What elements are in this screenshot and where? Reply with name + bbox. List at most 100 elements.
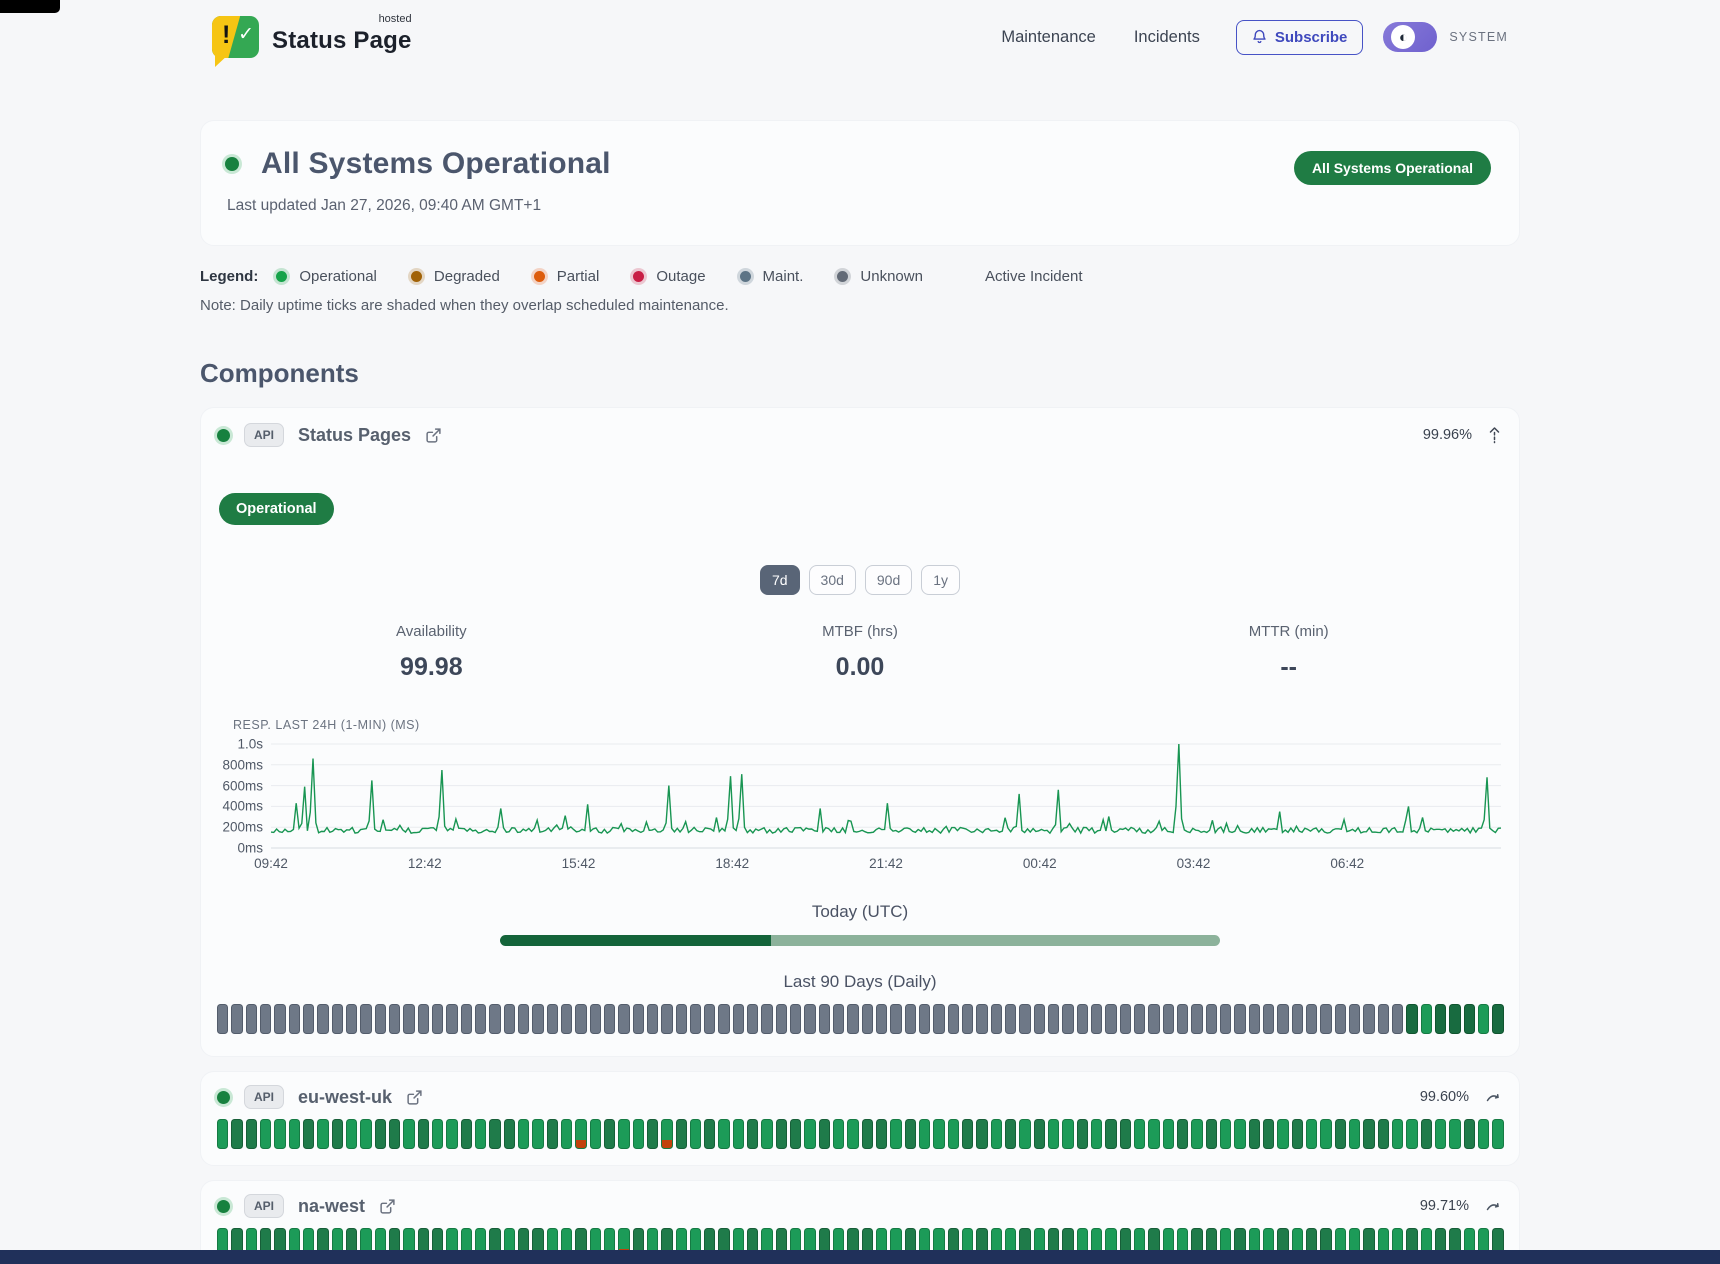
- subscribe-button[interactable]: Subscribe: [1235, 19, 1364, 55]
- uptime-tick[interactable]: [345, 1004, 358, 1034]
- uptime-tick[interactable]: [1320, 1119, 1332, 1149]
- uptime-tick[interactable]: [704, 1119, 716, 1149]
- uptime-tick[interactable]: [245, 1119, 257, 1149]
- range-button-90d[interactable]: 90d: [864, 565, 913, 595]
- uptime-tick[interactable]: [503, 1004, 515, 1034]
- uptime-tick[interactable]: [274, 1119, 286, 1149]
- uptime-tick[interactable]: [231, 1119, 243, 1149]
- collapse-button[interactable]: [1486, 425, 1503, 446]
- uptime-tick[interactable]: [1406, 1004, 1418, 1034]
- uptime-tick[interactable]: [661, 1119, 673, 1149]
- uptime-tick[interactable]: [345, 1119, 358, 1149]
- uptime-tick[interactable]: [1062, 1004, 1074, 1034]
- uptime-tick[interactable]: [947, 1119, 960, 1149]
- uptime-tick[interactable]: [460, 1004, 472, 1034]
- uptime-tick[interactable]: [1305, 1004, 1318, 1034]
- uptime-tick[interactable]: [976, 1119, 988, 1149]
- uptime-tick[interactable]: [1348, 1119, 1361, 1149]
- component-header[interactable]: API na-west 99.71%: [217, 1194, 1503, 1218]
- uptime-tick[interactable]: [833, 1119, 845, 1149]
- uptime-tick[interactable]: [632, 1119, 644, 1149]
- uptime-tick[interactable]: [417, 1004, 429, 1034]
- uptime-tick[interactable]: [732, 1004, 745, 1034]
- uptime-tick[interactable]: [546, 1004, 558, 1034]
- uptime-tick[interactable]: [1119, 1119, 1131, 1149]
- uptime-tick[interactable]: [933, 1004, 945, 1034]
- uptime-tick[interactable]: [775, 1119, 788, 1149]
- uptime-tick[interactable]: [962, 1004, 974, 1034]
- uptime-tick[interactable]: [446, 1004, 458, 1034]
- uptime-tick[interactable]: [1463, 1119, 1475, 1149]
- component-header[interactable]: API Status Pages 99.96%: [217, 423, 1503, 447]
- uptime-tick[interactable]: [1033, 1004, 1046, 1034]
- uptime-tick[interactable]: [489, 1119, 501, 1149]
- uptime-tick[interactable]: [761, 1004, 773, 1034]
- uptime-tick[interactable]: [1148, 1004, 1160, 1034]
- uptime-tick[interactable]: [1391, 1004, 1404, 1034]
- uptime-tick[interactable]: [1420, 1004, 1432, 1034]
- uptime-tick[interactable]: [245, 1004, 257, 1034]
- uptime-tick[interactable]: [976, 1004, 988, 1034]
- uptime-tick[interactable]: [560, 1119, 573, 1149]
- uptime-tick[interactable]: [1434, 1004, 1447, 1034]
- uptime-tick[interactable]: [1176, 1119, 1189, 1149]
- uptime-tick[interactable]: [1091, 1119, 1103, 1149]
- uptime-tick[interactable]: [1219, 1119, 1232, 1149]
- uptime-tick[interactable]: [790, 1004, 802, 1034]
- uptime-tick[interactable]: [818, 1119, 831, 1149]
- uptime-tick[interactable]: [546, 1119, 558, 1149]
- theme-toggle[interactable]: ◐: [1383, 22, 1438, 52]
- uptime-tick[interactable]: [431, 1004, 444, 1034]
- uptime-tick[interactable]: [589, 1004, 601, 1034]
- uptime-tick[interactable]: [1033, 1119, 1046, 1149]
- uptime-tick[interactable]: [1391, 1119, 1404, 1149]
- uptime-tick[interactable]: [1377, 1004, 1389, 1034]
- uptime-tick[interactable]: [388, 1119, 401, 1149]
- uptime-tick[interactable]: [460, 1119, 472, 1149]
- uptime-tick[interactable]: [517, 1119, 530, 1149]
- uptime-tick[interactable]: [1205, 1004, 1217, 1034]
- uptime-tick[interactable]: [217, 1004, 229, 1034]
- uptime-tick[interactable]: [403, 1119, 415, 1149]
- uptime-tick[interactable]: [618, 1119, 630, 1149]
- uptime-tick[interactable]: [1048, 1004, 1060, 1034]
- uptime-tick[interactable]: [818, 1004, 831, 1034]
- uptime-tick[interactable]: [259, 1119, 272, 1149]
- uptime-tick[interactable]: [603, 1119, 616, 1149]
- range-button-1y[interactable]: 1y: [921, 565, 961, 595]
- uptime-tick[interactable]: [1134, 1119, 1146, 1149]
- uptime-tick[interactable]: [1148, 1119, 1160, 1149]
- uptime-tick[interactable]: [1076, 1119, 1089, 1149]
- uptime-tick[interactable]: [1334, 1119, 1346, 1149]
- uptime-tick[interactable]: [560, 1004, 573, 1034]
- uptime-tick[interactable]: [632, 1004, 644, 1034]
- uptime-tick[interactable]: [259, 1004, 272, 1034]
- uptime-tick[interactable]: [474, 1119, 487, 1149]
- uptime-tick[interactable]: [990, 1119, 1003, 1149]
- uptime-tick[interactable]: [532, 1004, 544, 1034]
- uptime-tick[interactable]: [661, 1004, 673, 1034]
- uptime-tick[interactable]: [861, 1119, 874, 1149]
- uptime-tick[interactable]: [876, 1004, 888, 1034]
- expand-button[interactable]: [1483, 1089, 1503, 1105]
- uptime-tick[interactable]: [1377, 1119, 1389, 1149]
- uptime-tick[interactable]: [517, 1004, 530, 1034]
- uptime-tick[interactable]: [1191, 1004, 1203, 1034]
- uptime-tick[interactable]: [675, 1119, 687, 1149]
- nav-maintenance[interactable]: Maintenance: [1001, 27, 1096, 46]
- uptime-tick[interactable]: [532, 1119, 544, 1149]
- uptime-tick[interactable]: [274, 1004, 286, 1034]
- uptime-tick[interactable]: [947, 1004, 960, 1034]
- uptime-tick[interactable]: [1406, 1119, 1418, 1149]
- uptime-tick[interactable]: [1477, 1004, 1490, 1034]
- uptime-tick[interactable]: [761, 1119, 773, 1149]
- uptime-tick[interactable]: [675, 1004, 687, 1034]
- uptime-tick[interactable]: [689, 1004, 702, 1034]
- uptime-tick[interactable]: [962, 1119, 974, 1149]
- uptime-tick[interactable]: [1348, 1004, 1361, 1034]
- expand-button[interactable]: [1483, 1198, 1503, 1214]
- uptime-tick[interactable]: [1019, 1119, 1031, 1149]
- uptime-tick[interactable]: [288, 1004, 300, 1034]
- uptime-tick[interactable]: [217, 1119, 229, 1149]
- uptime-tick[interactable]: [1205, 1119, 1217, 1149]
